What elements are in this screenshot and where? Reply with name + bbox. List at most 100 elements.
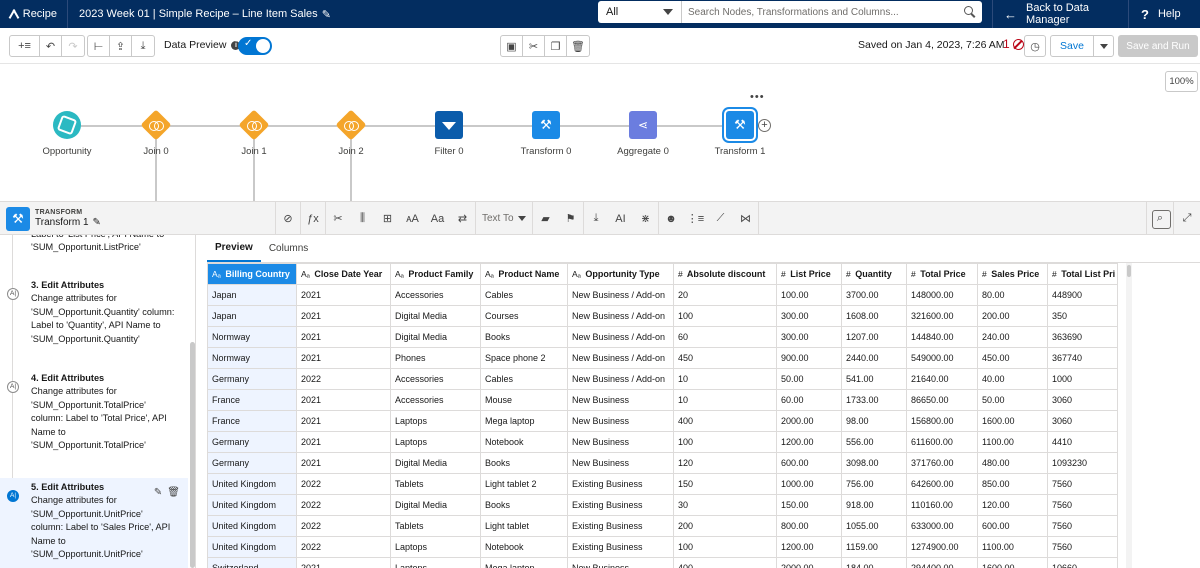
- table-cell[interactable]: 900.00: [776, 347, 842, 369]
- table-cell[interactable]: 2021: [296, 389, 391, 411]
- table-cell[interactable]: 918.00: [841, 494, 907, 516]
- table-cell[interactable]: New Business: [567, 410, 674, 432]
- table-cell[interactable]: 1733.00: [841, 389, 907, 411]
- app-switcher[interactable]: Recipe: [0, 0, 68, 28]
- table-cell[interactable]: 3060: [1047, 389, 1118, 411]
- table-cell[interactable]: Mouse: [480, 389, 568, 411]
- table-cell[interactable]: 40.00: [977, 368, 1048, 390]
- save-and-run-button[interactable]: Save and Run: [1118, 35, 1198, 57]
- steps-scrollbar[interactable]: [190, 342, 195, 568]
- table-cell[interactable]: United Kingdom: [207, 536, 297, 558]
- table-cell[interactable]: 850.00: [977, 473, 1048, 495]
- input-icon[interactable]: [53, 111, 81, 139]
- table-cell[interactable]: Germany: [207, 431, 297, 453]
- add-input-button[interactable]: +≡: [10, 36, 40, 56]
- table-cell[interactable]: Laptops: [390, 431, 481, 453]
- table-cell[interactable]: 371760.00: [906, 452, 978, 474]
- table-cell[interactable]: 3060: [1047, 410, 1118, 432]
- table-cell[interactable]: 7560: [1047, 494, 1118, 516]
- table-cell[interactable]: Japan: [207, 284, 297, 306]
- table-cell[interactable]: 600.00: [776, 452, 842, 474]
- table-cell[interactable]: 549000.00: [906, 347, 978, 369]
- table-cell[interactable]: Accessories: [390, 389, 481, 411]
- transform-icon[interactable]: ⚒: [726, 111, 754, 139]
- table-cell[interactable]: Notebook: [480, 431, 568, 453]
- search-columns-button[interactable]: ⌕: [1146, 202, 1173, 235]
- clean-tool[interactable]: ⋇: [633, 202, 658, 235]
- tab-columns[interactable]: Columns: [268, 243, 309, 254]
- table-cell[interactable]: 2021: [296, 347, 391, 369]
- table-cell[interactable]: Digital Media: [390, 494, 481, 516]
- merge-tool[interactable]: ⊞: [375, 202, 400, 235]
- table-cell[interactable]: 400: [673, 410, 777, 432]
- copy-button[interactable]: ❐: [545, 36, 567, 56]
- table-cell[interactable]: New Business: [567, 557, 674, 568]
- table-cell[interactable]: 2021: [296, 452, 391, 474]
- table-cell[interactable]: 100.00: [776, 284, 842, 306]
- table-cell[interactable]: 120: [673, 452, 777, 474]
- table-cell[interactable]: 2000.00: [776, 557, 842, 568]
- table-cell[interactable]: Light tablet 2: [480, 473, 568, 495]
- table-cell[interactable]: 100: [673, 536, 777, 558]
- split-tool[interactable]: ✂: [325, 202, 350, 235]
- table-cell[interactable]: 363690: [1047, 326, 1118, 348]
- delete-button[interactable]: 🗑: [567, 36, 589, 56]
- table-cell[interactable]: New Business: [567, 452, 674, 474]
- column-header[interactable]: Aₐ Close Date Year: [296, 263, 391, 285]
- format-tool[interactable]: Aa: [425, 202, 450, 235]
- transform-step[interactable]: Label to 'List Price', API Name to'SUM_O…: [0, 235, 188, 255]
- node-menu-icon[interactable]: •••: [750, 91, 765, 103]
- join-icon[interactable]: [337, 111, 365, 139]
- table-cell[interactable]: Cables: [480, 368, 568, 390]
- column-header[interactable]: # Total Price: [906, 263, 978, 285]
- table-cell[interactable]: 1207.00: [841, 326, 907, 348]
- table-cell[interactable]: 642600.00: [906, 473, 978, 495]
- uppercase-tool[interactable]: ᴀA: [400, 202, 425, 235]
- table-cell[interactable]: 98.00: [841, 410, 907, 432]
- table-cell[interactable]: Normway: [207, 347, 297, 369]
- table-cell[interactable]: 1100.00: [977, 431, 1048, 453]
- table-cell[interactable]: United Kingdom: [207, 473, 297, 495]
- table-cell[interactable]: Cables: [480, 284, 568, 306]
- table-cell[interactable]: Books: [480, 494, 568, 516]
- cluster-tool[interactable]: ⋮≡: [683, 202, 708, 235]
- table-cell[interactable]: 156800.00: [906, 410, 978, 432]
- table-cell[interactable]: Phones: [390, 347, 481, 369]
- column-header[interactable]: Aₐ Opportunity Type: [567, 263, 674, 285]
- aggregate-icon[interactable]: ⋖: [629, 111, 657, 139]
- table-cell[interactable]: Existing Business: [567, 536, 674, 558]
- table-cell[interactable]: Books: [480, 326, 568, 348]
- table-cell[interactable]: 3700.00: [841, 284, 907, 306]
- text-to-dropdown[interactable]: Text To: [475, 202, 533, 235]
- table-cell[interactable]: Space phone 2: [480, 347, 568, 369]
- table-cell[interactable]: New Business: [567, 389, 674, 411]
- save-button[interactable]: Save: [1050, 35, 1094, 57]
- table-cell[interactable]: 400: [673, 557, 777, 568]
- table-cell[interactable]: 2021: [296, 410, 391, 432]
- table-cell[interactable]: Germany: [207, 452, 297, 474]
- table-cell[interactable]: 2022: [296, 368, 391, 390]
- table-cell[interactable]: Accessories: [390, 368, 481, 390]
- transform-step[interactable]: A| 5. Edit Attributes Change attributes fo…: [0, 478, 188, 568]
- table-cell[interactable]: Laptops: [390, 536, 481, 558]
- column-header[interactable]: Aₐ Product Name: [480, 263, 568, 285]
- table-cell[interactable]: 2022: [296, 494, 391, 516]
- join-icon[interactable]: [240, 111, 268, 139]
- table-cell[interactable]: 2021: [296, 284, 391, 306]
- table-cell[interactable]: 2022: [296, 536, 391, 558]
- table-cell[interactable]: Tablets: [390, 473, 481, 495]
- table-cell[interactable]: Digital Media: [390, 326, 481, 348]
- table-cell[interactable]: 800.00: [776, 515, 842, 537]
- table-cell[interactable]: 611600.00: [906, 431, 978, 453]
- node-name[interactable]: Transform 1 ✎: [35, 217, 101, 228]
- info-icon[interactable]: i: [231, 40, 241, 50]
- bucket-tool[interactable]: ▰: [533, 202, 558, 235]
- column-header[interactable]: Aₐ Product Family: [390, 263, 481, 285]
- table-cell[interactable]: 2022: [296, 473, 391, 495]
- search-icon[interactable]: [964, 6, 976, 18]
- tab-preview[interactable]: Preview: [207, 235, 261, 262]
- zoom-level[interactable]: 100%: [1165, 71, 1198, 92]
- table-cell[interactable]: United Kingdom: [207, 494, 297, 516]
- table-cell[interactable]: Existing Business: [567, 494, 674, 516]
- table-cell[interactable]: Tablets: [390, 515, 481, 537]
